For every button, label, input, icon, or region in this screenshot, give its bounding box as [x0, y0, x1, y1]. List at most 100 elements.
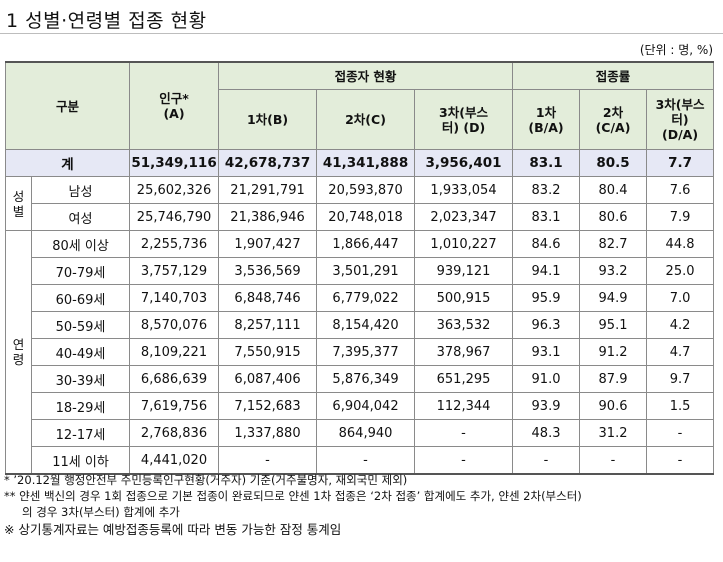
header-rate1-line1: 1차	[535, 104, 557, 120]
cell-dose1: 7,152,683	[218, 392, 318, 420]
header-dose3: 3차(부스 터) (D)	[414, 89, 514, 150]
cell-dose1: 1,337,880	[218, 419, 318, 447]
header-rate2-line2: (C/A)	[595, 119, 631, 135]
cell-dose3: 112,344	[414, 392, 514, 420]
cell-rate2: 93.2	[579, 257, 648, 285]
header-population-code: (A)	[163, 106, 185, 121]
cell-rate2: 31.2	[579, 419, 648, 447]
cell-rate1: 84.6	[512, 230, 581, 258]
cell-dose3: 3,956,401	[414, 149, 514, 177]
cell-rate1: 91.0	[512, 365, 581, 393]
table-row: 40-49세 8,109,221 7,550,915 7,395,377 378…	[6, 338, 715, 366]
table-row: 70-79세 3,757,129 3,536,569 3,501,291 939…	[6, 257, 715, 285]
header-rate3: 3차(부스 터) (D/A)	[646, 89, 715, 150]
cell-rate3: 25.0	[646, 257, 715, 285]
footnote-1: * ’20.12월 행정안전부 주민등록인구현황(거주자) 기준(거주불명자, …	[4, 473, 408, 487]
cell-rate3: 9.7	[646, 365, 715, 393]
cell-rate3: 1.5	[646, 392, 715, 420]
group-age-char1: 연	[12, 337, 25, 352]
cell-population: 6,686,639	[129, 365, 220, 393]
cell-rate2: 80.4	[579, 176, 648, 204]
cell-population: 25,602,326	[129, 176, 220, 204]
row-label: 11세 이하	[30, 446, 131, 475]
cell-dose2: -	[316, 446, 416, 475]
cell-dose3: -	[414, 446, 514, 475]
table-row: 50-59세 8,570,076 8,257,111 8,154,420 363…	[6, 311, 715, 339]
cell-rate1: -	[512, 446, 581, 475]
cell-population: 8,570,076	[129, 311, 220, 339]
cell-dose2: 41,341,888	[316, 149, 416, 177]
cell-dose3: 378,967	[414, 338, 514, 366]
cell-population: 25,746,790	[129, 203, 220, 231]
cell-rate1: 48.3	[512, 419, 581, 447]
cell-population: 2,255,736	[129, 230, 220, 258]
title-divider	[0, 33, 723, 34]
cell-dose1: 42,678,737	[218, 149, 318, 177]
group-sex-char2: 별	[12, 203, 25, 219]
cell-rate1: 83.1	[512, 149, 581, 177]
cell-dose3: 1,933,054	[414, 176, 514, 204]
cell-rate2: 90.6	[579, 392, 648, 420]
unit-label: (단위 : 명, %)	[639, 43, 713, 57]
cell-dose1: 3,536,569	[218, 257, 318, 285]
table-row: 여성 25,746,790 21,386,946 20,748,018 2,02…	[6, 203, 715, 231]
cell-rate2: -	[579, 446, 648, 475]
row-label: 60-69세	[30, 284, 131, 312]
cell-population: 7,619,756	[129, 392, 220, 420]
table-row: 12-17세 2,768,836 1,337,880 864,940 - 48.…	[6, 419, 715, 447]
header-rate1: 1차 (B/A)	[512, 89, 581, 150]
cell-population: 3,757,129	[129, 257, 220, 285]
header-rate1-line2: (B/A)	[528, 119, 564, 135]
cell-rate1: 83.1	[512, 203, 581, 231]
table-row: 연 령 80세 이상 2,255,736 1,907,427 1,866,447…	[5, 230, 715, 475]
header-rate-group: 접종률	[512, 61, 715, 90]
cell-rate2: 95.1	[579, 311, 648, 339]
cell-dose1: 1,907,427	[218, 230, 318, 258]
cell-dose2: 864,940	[316, 419, 416, 447]
cell-dose1: 6,848,746	[218, 284, 318, 312]
header-dose2: 2차(C)	[316, 89, 416, 150]
cell-dose3: -	[414, 419, 514, 447]
cell-rate3: 7.7	[646, 149, 715, 177]
cell-rate1: 93.1	[512, 338, 581, 366]
cell-rate2: 87.9	[579, 365, 648, 393]
row-label: 30-39세	[30, 365, 131, 393]
header-dose3-line2: 터) (D)	[441, 119, 486, 135]
cell-dose3: 651,295	[414, 365, 514, 393]
cell-population: 2,768,836	[129, 419, 220, 447]
header-rate3-line3: (D/A)	[662, 127, 699, 142]
cell-rate3: 7.6	[646, 176, 715, 204]
footnotes: * ’20.12월 행정안전부 주민등록인구현황(거주자) 기준(거주불명자, …	[4, 472, 719, 538]
cell-dose2: 20,748,018	[316, 203, 416, 231]
cell-rate3: 7.9	[646, 203, 715, 231]
table-row: 11세 이하 4,441,020 - - - - - -	[6, 446, 715, 475]
cell-dose3: 2,023,347	[414, 203, 514, 231]
group-sex: 성 별	[5, 176, 32, 231]
cell-dose1: 6,087,406	[218, 365, 318, 393]
cell-rate3: 7.0	[646, 284, 715, 312]
header-rate3-line1: 3차(부스	[655, 97, 705, 112]
cell-population: 7,140,703	[129, 284, 220, 312]
header-population: 인구* (A)	[129, 61, 220, 150]
cell-dose1: 21,291,791	[218, 176, 318, 204]
header-dose1: 1차(B)	[218, 89, 318, 150]
cell-rate1: 96.3	[512, 311, 581, 339]
row-label: 18-29세	[30, 392, 131, 420]
cell-dose3: 363,532	[414, 311, 514, 339]
group-sex-char1: 성	[12, 188, 25, 204]
cell-dose3: 1,010,227	[414, 230, 514, 258]
footnote-3: ※ 상기통계자료는 예방접종등록에 따라 변동 가능한 잠정 통계임	[4, 522, 342, 537]
cell-dose1: 21,386,946	[218, 203, 318, 231]
cell-population: 51,349,116	[129, 149, 220, 177]
header-population-label: 인구*	[159, 91, 189, 106]
group-age-char2: 령	[12, 352, 25, 367]
header-rate2: 2차 (C/A)	[579, 89, 648, 150]
row-label: 여성	[30, 203, 131, 231]
footnote-2: ** 얀센 백신의 경우 1회 접종으로 기본 접종이 완료되므로 얀센 1차 …	[4, 489, 582, 503]
cell-dose2: 7,395,377	[316, 338, 416, 366]
total-row: 계 51,349,116 42,678,737 41,341,888 3,956…	[4, 149, 715, 177]
header-vaccinated-group: 접종자 현황	[218, 61, 514, 90]
cell-dose2: 8,154,420	[316, 311, 416, 339]
cell-rate1: 94.1	[512, 257, 581, 285]
vaccination-table: 구분 인구* (A) 접종자 현황 접종률 1차(B) 2차(C) 3차(부스 …	[4, 61, 715, 475]
